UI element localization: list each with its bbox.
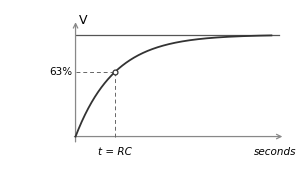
- Text: seconds: seconds: [254, 147, 297, 157]
- Text: V: V: [79, 14, 87, 27]
- Text: 63%: 63%: [49, 67, 72, 77]
- Text: t = RC: t = RC: [98, 147, 132, 157]
